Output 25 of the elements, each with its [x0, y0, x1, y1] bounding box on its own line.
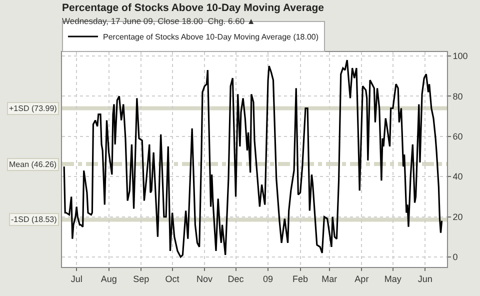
x-tick-label: Jul — [70, 274, 82, 284]
x-tick-label: Mar — [322, 274, 338, 284]
chart-title: Percentage of Stocks Above 10-Day Moving Average — [62, 2, 324, 14]
y-tick-label: 100 — [452, 51, 468, 62]
x-tick-label: Feb — [292, 274, 308, 284]
x-tick-label: Jun — [418, 274, 432, 284]
ref-line-label: Mean (46.26) — [9, 160, 57, 169]
x-tick-label: Nov — [196, 274, 214, 284]
ref-line-label: +1SD (73.99) — [9, 104, 58, 113]
x-tick-label: Aug — [100, 274, 117, 284]
x-tick-label: May — [384, 274, 402, 284]
y-tick-label: 40 — [452, 172, 463, 182]
chart-subtitle: Wednesday, 17 June 09, Close 18.00 Chg. 6.60 ▲ — [62, 16, 256, 26]
x-tick-label: Oct — [165, 274, 180, 284]
y-tick-label: 20 — [452, 212, 463, 222]
y-tick-label: 80 — [452, 91, 463, 102]
x-tick-label: Apr — [354, 274, 369, 284]
y-tick-label: 60 — [452, 132, 463, 142]
line-series — [63, 59, 443, 258]
x-tick-label: Sep — [133, 274, 150, 284]
ref-line-label: -1SD (18.53) — [11, 215, 58, 224]
y-tick-label: 0 — [452, 252, 458, 262]
legend-label: Percentage of Stocks Above 10-Day Moving Average (18.00) — [103, 32, 319, 42]
x-tick-label: Dec — [228, 274, 244, 284]
x-tick-label: 09 — [263, 274, 274, 284]
